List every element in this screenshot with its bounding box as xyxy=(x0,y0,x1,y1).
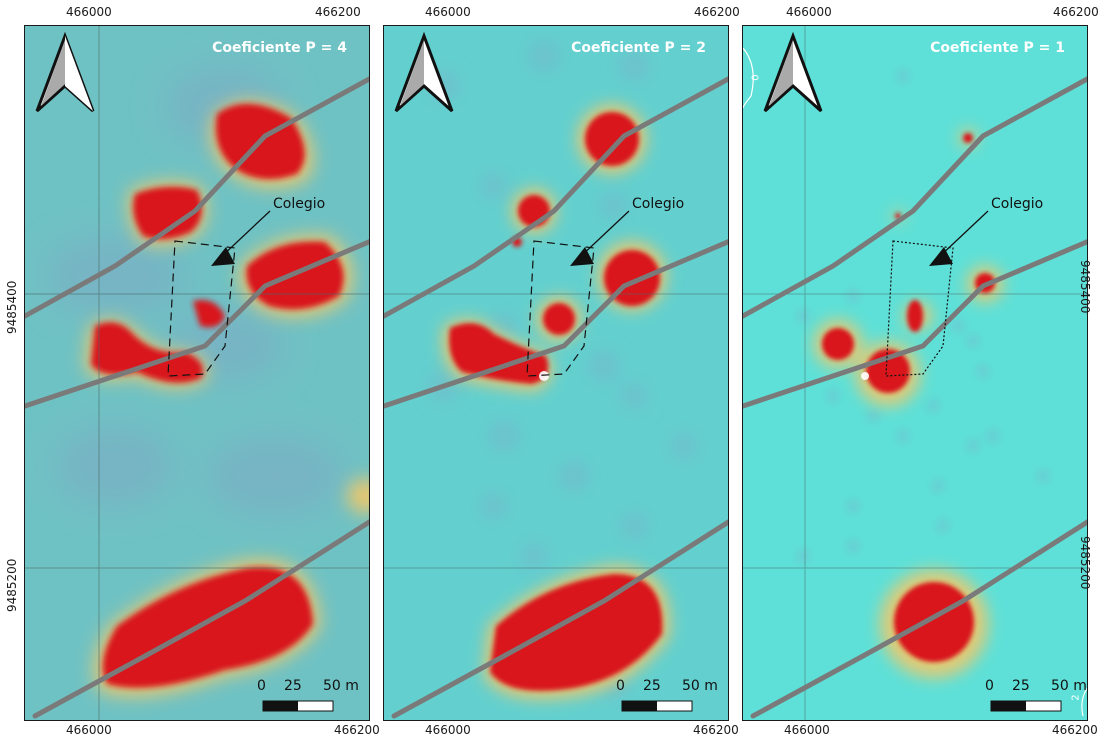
x-tick-top-2b: 466200 xyxy=(694,5,740,19)
heatmap-p2 xyxy=(384,26,728,720)
x-tick-bottom-2b: 466200 xyxy=(693,723,739,737)
contour-label-top: 0 xyxy=(750,74,762,81)
colegio-boundary xyxy=(167,240,236,377)
colegio-label: Colegio xyxy=(991,196,1044,212)
map-panel-p4: Coeficiente P = 4 Colegio 0 25 50 m xyxy=(24,25,370,721)
scale-end: 50 m xyxy=(323,678,359,694)
scale-mid: 25 xyxy=(643,678,661,694)
x-tick-bottom-3a: 466000 xyxy=(784,723,830,737)
colegio-label: Colegio xyxy=(273,196,326,212)
x-tick-top-1b: 466200 xyxy=(315,5,361,19)
contour-label-bottom: 2 xyxy=(1070,694,1082,701)
panel-title: Coeficiente P = 4 xyxy=(212,40,347,56)
x-tick-top-3b: 466200 xyxy=(1053,5,1099,19)
x-tick-bottom-1b: 466200 xyxy=(334,723,380,737)
north-arrow-icon xyxy=(35,31,95,113)
map-panel-p2: Coeficiente P = 2 Colegio 0 25 50 m xyxy=(383,25,729,721)
x-tick-bottom-2a: 466000 xyxy=(425,723,471,737)
panel-title: Coeficiente P = 2 xyxy=(571,40,706,56)
x-tick-top-3a: 466000 xyxy=(786,5,832,19)
north-arrow-icon xyxy=(763,31,823,113)
colegio-label: Colegio xyxy=(632,196,685,212)
scale-zero: 0 xyxy=(257,678,266,694)
scale-end: 50 m xyxy=(682,678,718,694)
x-tick-top-2a: 466000 xyxy=(425,5,471,19)
y-tick-left-lower: 9485200 xyxy=(5,558,19,612)
heatmap-p1 xyxy=(743,26,1087,720)
panel-title: Coeficiente P = 1 xyxy=(930,40,1065,56)
scale-mid: 25 xyxy=(1012,678,1030,694)
y-tick-right-lower: 9485200 xyxy=(1078,536,1092,590)
map-panel-p1: Coeficiente P = 1 Colegio 0 2 0 25 50 m xyxy=(742,25,1088,721)
scale-zero: 0 xyxy=(616,678,625,694)
scale-end: 50 m xyxy=(1051,678,1087,694)
x-tick-bottom-3b: 466200 xyxy=(1052,723,1098,737)
scale-mid: 25 xyxy=(284,678,302,694)
scale-zero: 0 xyxy=(985,678,994,694)
heatmap-p4 xyxy=(25,26,369,720)
x-tick-bottom-1a: 466000 xyxy=(66,723,112,737)
y-tick-right-upper: 9485400 xyxy=(1078,260,1092,314)
y-tick-left-upper: 9485400 xyxy=(5,280,19,334)
north-arrow-icon xyxy=(394,31,454,113)
x-tick-top-1a: 466000 xyxy=(66,5,112,19)
colegio-boundary xyxy=(526,240,595,377)
colegio-boundary xyxy=(885,240,954,377)
